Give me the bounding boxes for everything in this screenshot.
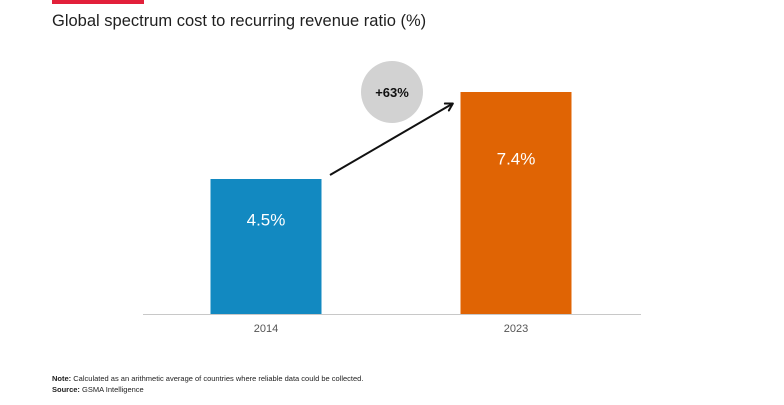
chart-title: Global spectrum cost to recurring revenu… bbox=[52, 12, 427, 30]
change-annotation: +63% bbox=[329, 61, 454, 176]
bars-group: 4.5% 2014 7.4% 2023 bbox=[210, 92, 572, 335]
arrow-up-right-icon bbox=[329, 102, 454, 176]
note-line: Note: Calculated as an arithmetic averag… bbox=[52, 374, 363, 385]
footnotes: Note: Calculated as an arithmetic averag… bbox=[52, 374, 363, 395]
change-label: +63% bbox=[375, 85, 409, 100]
source-line: Source: GSMA Intelligence bbox=[52, 385, 363, 396]
x-tick-label-2014: 2014 bbox=[254, 323, 278, 335]
source-label: Source: bbox=[52, 384, 80, 394]
x-tick-label-2023: 2023 bbox=[504, 323, 528, 335]
bar-value-label-2023: 7.4% bbox=[497, 150, 536, 169]
brand-accent-bar bbox=[52, 0, 144, 4]
change-bubble bbox=[361, 61, 423, 123]
note-text: Calculated as an arithmetic average of c… bbox=[73, 374, 364, 383]
bar-2014 bbox=[210, 179, 322, 314]
source-text: GSMA Intelligence bbox=[82, 384, 144, 394]
note-label: Note: bbox=[52, 374, 72, 383]
bar-value-label-2014: 4.5% bbox=[247, 211, 286, 230]
bar-2023 bbox=[460, 92, 572, 314]
